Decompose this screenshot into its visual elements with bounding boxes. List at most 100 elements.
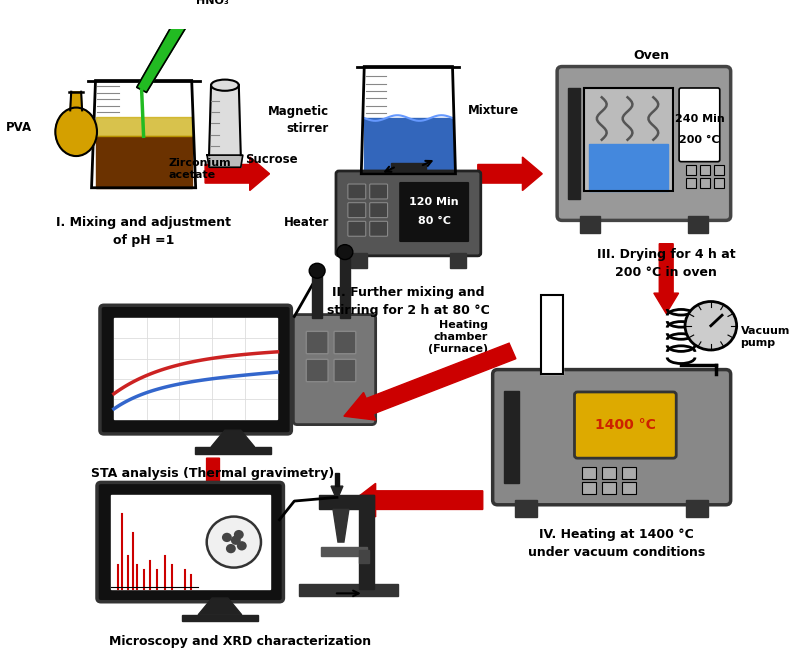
FancyBboxPatch shape [492, 369, 731, 505]
Text: 120 Min: 120 Min [409, 196, 459, 207]
Polygon shape [340, 258, 350, 318]
Circle shape [234, 530, 244, 539]
Text: Heating
chamber
(Furnace): Heating chamber (Furnace) [428, 319, 488, 354]
Polygon shape [331, 486, 343, 496]
Text: IV. Heating at 1400 °C
under vacuum conditions: IV. Heating at 1400 °C under vacuum cond… [528, 528, 706, 559]
Bar [622, 467, 636, 479]
FancyBboxPatch shape [336, 171, 481, 256]
Polygon shape [211, 430, 254, 447]
FancyArrow shape [654, 244, 679, 314]
Polygon shape [351, 253, 367, 268]
Polygon shape [321, 547, 367, 556]
Polygon shape [333, 509, 349, 542]
Polygon shape [390, 163, 426, 170]
FancyArrow shape [205, 157, 270, 191]
Polygon shape [198, 598, 241, 615]
Text: III. Drying for 4 h at
200 °C in oven: III. Drying for 4 h at 200 °C in oven [597, 248, 735, 279]
Text: 1400 °C: 1400 °C [595, 418, 656, 432]
Polygon shape [584, 88, 673, 191]
Text: HNO₃: HNO₃ [196, 0, 229, 6]
FancyArrow shape [202, 458, 224, 505]
Circle shape [207, 516, 261, 568]
Circle shape [337, 245, 353, 260]
Bar [700, 165, 710, 175]
Bar [541, 295, 563, 375]
Bar [686, 165, 696, 175]
Bar [582, 467, 596, 479]
FancyBboxPatch shape [334, 331, 356, 354]
FancyBboxPatch shape [399, 181, 470, 243]
Circle shape [226, 544, 236, 553]
Polygon shape [207, 155, 243, 167]
Polygon shape [541, 295, 563, 375]
Text: Vacuum
pump: Vacuum pump [740, 326, 790, 348]
FancyBboxPatch shape [347, 184, 366, 199]
Text: Zirconium
acetate: Zirconium acetate [168, 158, 231, 180]
Polygon shape [195, 447, 271, 454]
Bar [603, 482, 616, 494]
Circle shape [685, 301, 736, 350]
Polygon shape [319, 496, 373, 509]
Ellipse shape [55, 108, 97, 156]
Text: Heater: Heater [284, 216, 329, 229]
Bar [714, 178, 723, 188]
Polygon shape [364, 118, 453, 174]
Polygon shape [568, 88, 580, 199]
FancyBboxPatch shape [679, 88, 720, 161]
Polygon shape [589, 145, 668, 191]
Bar [686, 178, 696, 188]
FancyBboxPatch shape [347, 203, 366, 218]
Ellipse shape [211, 80, 239, 91]
FancyBboxPatch shape [369, 222, 387, 237]
Polygon shape [137, 7, 194, 93]
Text: 80 °C: 80 °C [418, 216, 450, 226]
Polygon shape [312, 276, 322, 318]
Polygon shape [96, 117, 192, 136]
Bar [603, 467, 616, 479]
FancyArrow shape [344, 343, 516, 420]
FancyArrow shape [478, 157, 542, 191]
Polygon shape [450, 253, 466, 268]
FancyBboxPatch shape [293, 314, 376, 424]
Polygon shape [686, 500, 708, 517]
FancyBboxPatch shape [369, 203, 387, 218]
Text: Microscopy and XRD characterization: Microscopy and XRD characterization [109, 635, 371, 648]
FancyBboxPatch shape [557, 67, 731, 220]
Bar [582, 482, 596, 494]
Polygon shape [209, 85, 241, 155]
FancyBboxPatch shape [100, 305, 292, 434]
Text: STA analysis (Thermal gravimetry): STA analysis (Thermal gravimetry) [92, 467, 335, 480]
FancyBboxPatch shape [334, 360, 356, 382]
Polygon shape [181, 1, 198, 14]
Text: PVA: PVA [6, 121, 32, 133]
Polygon shape [504, 391, 519, 483]
Polygon shape [114, 318, 278, 419]
FancyBboxPatch shape [306, 360, 328, 382]
Text: 240 Min: 240 Min [675, 114, 724, 124]
FancyBboxPatch shape [97, 482, 284, 602]
Polygon shape [111, 496, 270, 588]
Polygon shape [359, 550, 369, 562]
Polygon shape [359, 496, 373, 588]
FancyBboxPatch shape [369, 184, 387, 199]
Polygon shape [515, 500, 537, 517]
Polygon shape [70, 92, 82, 110]
Polygon shape [688, 216, 708, 233]
Circle shape [237, 541, 247, 550]
Bar [700, 178, 710, 188]
Bar [622, 482, 636, 494]
Polygon shape [299, 584, 399, 596]
FancyArrow shape [354, 483, 483, 517]
Bar [714, 165, 723, 175]
Circle shape [231, 535, 241, 545]
Polygon shape [335, 473, 339, 486]
Polygon shape [580, 216, 599, 233]
Circle shape [309, 263, 325, 278]
Polygon shape [96, 136, 192, 188]
Text: II. Further mixing and
stirring for 2 h at 80 °C: II. Further mixing and stirring for 2 h … [327, 286, 490, 317]
Polygon shape [182, 615, 258, 621]
FancyBboxPatch shape [347, 222, 366, 237]
Text: Mixture: Mixture [468, 104, 519, 117]
Circle shape [222, 533, 232, 542]
Text: Oven: Oven [633, 49, 669, 62]
